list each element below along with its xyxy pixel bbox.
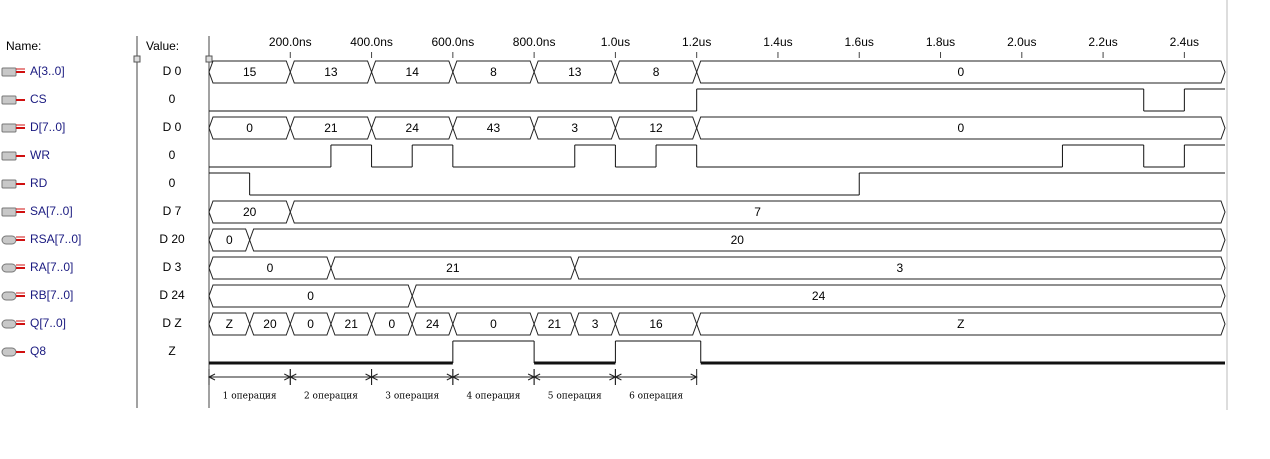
signal-value: D 24 — [159, 288, 185, 302]
op-arrow — [614, 373, 698, 381]
bus-value: 3 — [592, 317, 599, 331]
signal-name: CS — [30, 92, 47, 106]
pin-icon — [1, 235, 17, 245]
signal-name: A[3..0] — [30, 64, 65, 78]
bus-value: 24 — [426, 317, 440, 331]
time-tick-label: 1.0us — [601, 35, 630, 49]
signal-value: D 0 — [163, 64, 182, 78]
bus-value: 16 — [649, 317, 663, 331]
bus-segment — [249, 228, 1226, 252]
bus-value: 21 — [345, 317, 359, 331]
bus-segment — [696, 312, 1226, 336]
bus-segment — [696, 116, 1226, 140]
bus-value: 0 — [490, 317, 497, 331]
bus-value: 3 — [897, 261, 904, 275]
bus-value: 0 — [267, 261, 274, 275]
time-tick-label: 1.8us — [926, 35, 955, 49]
bus-value: Z — [226, 317, 233, 331]
op-label: 6 операция — [629, 392, 683, 402]
op-label: 4 операция — [467, 392, 521, 402]
pin-icon — [1, 123, 17, 133]
bus-value: 13 — [324, 65, 338, 79]
op-label: 1 операция — [223, 392, 277, 402]
pin-icon — [1, 291, 17, 301]
bus-value: 21 — [446, 261, 460, 275]
bus-value: 24 — [406, 121, 420, 135]
time-tick-label: 200.0ns — [269, 35, 312, 49]
signal-name: Q8 — [30, 344, 46, 358]
time-tick-label: 2.4us — [1170, 35, 1199, 49]
bus-value: 20 — [243, 205, 257, 219]
bus-value: 0 — [226, 233, 233, 247]
time-tick-label: 1.4us — [763, 35, 792, 49]
signal-name: D[7..0] — [30, 120, 65, 134]
signal-name: SA[7..0] — [30, 204, 73, 218]
op-label: 5 операция — [548, 392, 602, 402]
bus-value: 8 — [653, 65, 660, 79]
bus-value: 0 — [957, 121, 964, 135]
bus-value: 0 — [957, 65, 964, 79]
pin-icon — [1, 347, 17, 357]
time-tick-label: 1.6us — [845, 35, 874, 49]
bus-value: Z — [957, 317, 964, 331]
divider-handle — [133, 55, 141, 63]
pin-icon — [1, 263, 17, 273]
signal-value: D 7 — [163, 204, 182, 218]
bus-value: 14 — [406, 65, 420, 79]
time-tick-label: 1.2us — [682, 35, 711, 49]
signal-value: D Z — [162, 316, 181, 330]
signal-name: Q[7..0] — [30, 316, 66, 330]
name-header: Name: — [6, 39, 41, 53]
signal-value: 0 — [169, 148, 176, 162]
bus-value: 21 — [548, 317, 562, 331]
bus-value: 24 — [812, 289, 826, 303]
signal-value: 0 — [169, 176, 176, 190]
bus-segment — [289, 200, 1226, 224]
bus-value: 20 — [731, 233, 745, 247]
time-tick-label: 400.0ns — [350, 35, 393, 49]
pin-icon — [1, 319, 17, 329]
divider-handle — [205, 55, 213, 63]
op-label: 2 операция — [304, 392, 358, 402]
time-tick-label: 600.0ns — [431, 35, 474, 49]
bus-value: 20 — [263, 317, 277, 331]
bus-value: 3 — [571, 121, 578, 135]
signal-value: Z — [168, 344, 175, 358]
bus-value: 0 — [389, 317, 396, 331]
bus-value: 0 — [307, 317, 314, 331]
bus-value: 0 — [307, 289, 314, 303]
op-label: 3 операция — [385, 392, 439, 402]
bus-segment — [411, 284, 1226, 308]
bus-segment — [574, 256, 1226, 280]
signal-name: WR — [30, 148, 50, 162]
pin-icon — [1, 95, 17, 105]
signal-name: RD — [30, 176, 48, 190]
time-tick-label: 2.0us — [1007, 35, 1036, 49]
bus-value: 21 — [324, 121, 338, 135]
signal-name: RA[7..0] — [30, 260, 73, 274]
signal-value: D 20 — [159, 232, 185, 246]
signal-value: D 3 — [163, 260, 182, 274]
bus-value: 8 — [490, 65, 497, 79]
pin-icon — [1, 67, 17, 77]
time-tick-label: 800.0ns — [513, 35, 556, 49]
bus-value: 15 — [243, 65, 257, 79]
pin-icon — [1, 179, 17, 189]
value-header: Value: — [146, 39, 179, 53]
bus-value: 7 — [754, 205, 761, 219]
pin-icon — [1, 207, 17, 217]
bus-value: 13 — [568, 65, 582, 79]
time-tick-label: 2.2us — [1088, 35, 1117, 49]
signal-value: 0 — [169, 92, 176, 106]
bus-value: 0 — [246, 121, 253, 135]
bus-segment — [696, 60, 1226, 84]
signal-name: RB[7..0] — [30, 288, 73, 302]
pin-icon — [1, 151, 17, 161]
signal-value: D 0 — [163, 120, 182, 134]
bus-value: 12 — [649, 121, 663, 135]
signal-name: RSA[7..0] — [30, 232, 81, 246]
bus-value: 43 — [487, 121, 501, 135]
